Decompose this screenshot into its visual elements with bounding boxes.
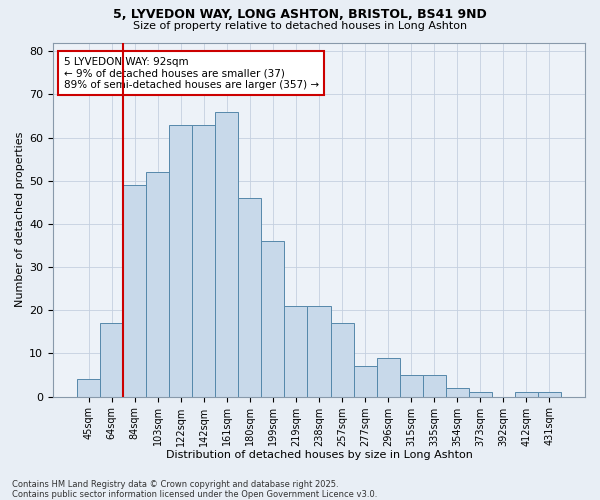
Bar xyxy=(353,366,377,396)
Bar xyxy=(331,323,353,396)
Bar xyxy=(284,306,307,396)
Text: 5 LYVEDON WAY: 92sqm
← 9% of detached houses are smaller (37)
89% of semi-detach: 5 LYVEDON WAY: 92sqm ← 9% of detached ho… xyxy=(64,56,319,90)
Bar xyxy=(400,375,422,396)
Text: Size of property relative to detached houses in Long Ashton: Size of property relative to detached ho… xyxy=(133,21,467,31)
Bar xyxy=(262,241,284,396)
Bar xyxy=(215,112,238,397)
Bar xyxy=(515,392,538,396)
X-axis label: Distribution of detached houses by size in Long Ashton: Distribution of detached houses by size … xyxy=(166,450,472,460)
Bar xyxy=(469,392,492,396)
Bar xyxy=(100,323,123,396)
Text: 5, LYVEDON WAY, LONG ASHTON, BRISTOL, BS41 9ND: 5, LYVEDON WAY, LONG ASHTON, BRISTOL, BS… xyxy=(113,8,487,20)
Bar xyxy=(169,124,193,396)
Bar xyxy=(77,380,100,396)
Bar xyxy=(123,185,146,396)
Y-axis label: Number of detached properties: Number of detached properties xyxy=(15,132,25,307)
Bar xyxy=(446,388,469,396)
Bar xyxy=(238,198,262,396)
Bar xyxy=(146,172,169,396)
Bar xyxy=(307,306,331,396)
Text: Contains HM Land Registry data © Crown copyright and database right 2025.
Contai: Contains HM Land Registry data © Crown c… xyxy=(12,480,377,499)
Bar xyxy=(422,375,446,396)
Bar xyxy=(193,124,215,396)
Bar xyxy=(538,392,561,396)
Bar xyxy=(377,358,400,397)
